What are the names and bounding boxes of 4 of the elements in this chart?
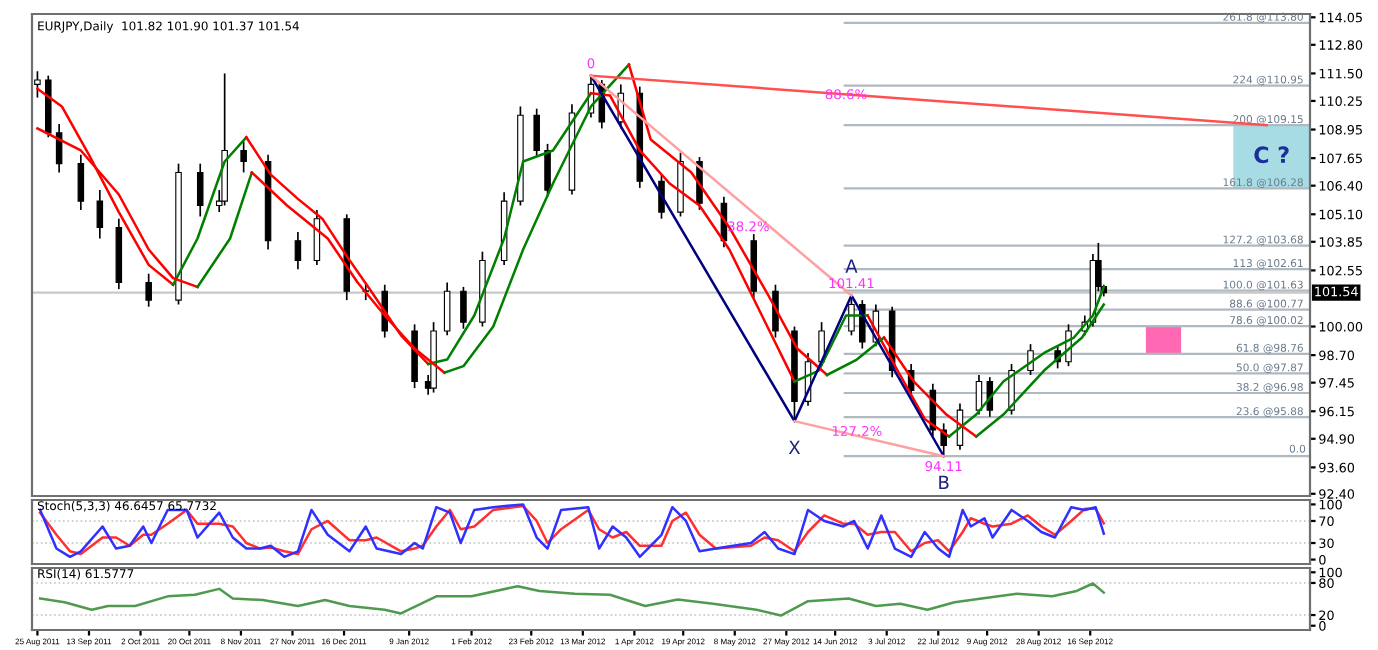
annotation: A bbox=[845, 259, 858, 273]
annotation: X bbox=[788, 440, 801, 454]
band-label: C ? bbox=[1254, 146, 1289, 164]
annotation: B bbox=[939, 475, 949, 489]
